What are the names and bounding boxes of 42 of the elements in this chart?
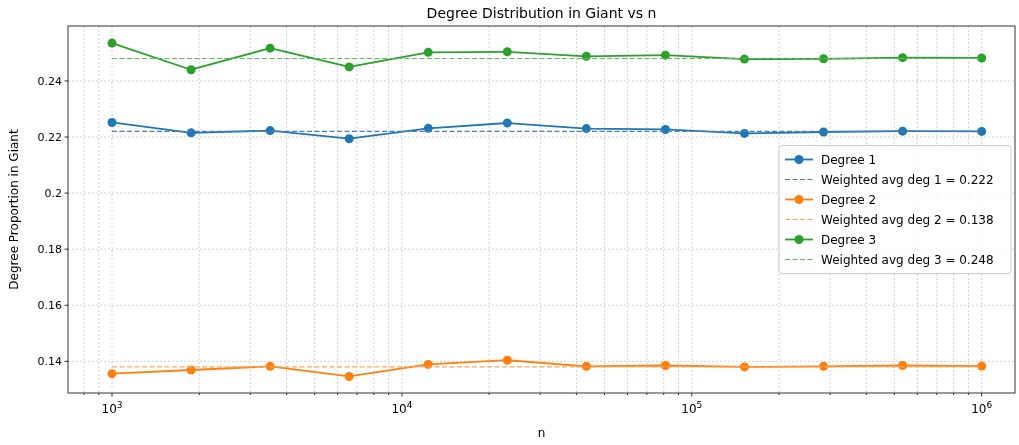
x-tick-label: 10$^{4}$	[391, 400, 413, 416]
legend-label: Degree 2	[821, 193, 877, 207]
point	[502, 47, 512, 57]
point	[107, 117, 117, 127]
point	[344, 371, 354, 381]
point	[977, 53, 987, 63]
legend-label: Degree 3	[821, 233, 877, 247]
legend-label: Weighted avg deg 2 = 0.138	[821, 213, 994, 227]
y-tick-label: 0.14	[37, 355, 62, 369]
point	[977, 126, 987, 136]
point	[186, 65, 196, 75]
x-tick-label: 10$^{5}$	[681, 400, 703, 416]
point	[660, 50, 670, 60]
point	[107, 38, 117, 48]
legend-label: Weighted avg deg 1 = 0.222	[821, 173, 994, 187]
point	[819, 54, 829, 64]
point	[502, 355, 512, 365]
point	[898, 53, 908, 63]
chart-title: Degree Distribution in Giant vs n	[426, 5, 657, 21]
y-tick-label: 0.2	[44, 187, 62, 201]
point	[423, 47, 433, 57]
y-tick-label: 0.22	[37, 131, 62, 145]
y-tick-label: 0.24	[37, 74, 62, 88]
point	[581, 124, 591, 134]
y-tick-label: 0.18	[37, 243, 62, 257]
y-axis-title: Degree Proportion in Giant	[7, 129, 21, 290]
point	[660, 124, 670, 134]
point	[344, 134, 354, 144]
point	[265, 43, 275, 53]
y-tick-label: 0.16	[37, 299, 62, 313]
point	[898, 126, 908, 136]
x-tick-label: 10$^{3}$	[101, 400, 123, 416]
x-tick-label: 10$^{6}$	[971, 400, 993, 416]
x-axis-title: n	[537, 426, 546, 440]
point	[107, 369, 117, 379]
point	[502, 118, 512, 128]
legend-label: Degree 1	[821, 153, 877, 167]
legend-label: Weighted avg deg 3 = 0.248	[821, 253, 994, 267]
point	[344, 62, 354, 72]
point	[740, 128, 749, 138]
point	[581, 51, 591, 61]
point	[423, 123, 433, 133]
